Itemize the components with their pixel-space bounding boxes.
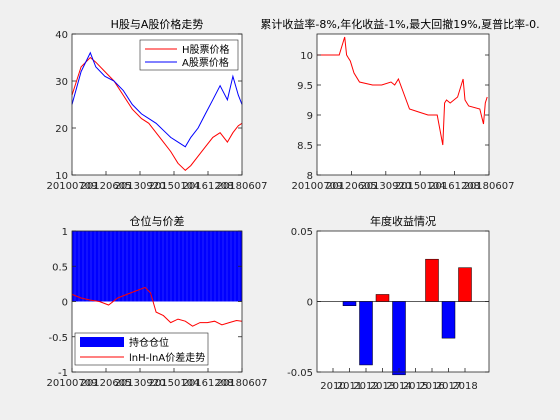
legend-label: A股票价格 (182, 56, 229, 69)
x-tick-label: 20120605 (81, 378, 132, 389)
y-tick-label: 0.05 (291, 227, 313, 238)
x-tick-label: 20100709 (292, 181, 343, 192)
chart-title: 累计收益率-8%,年化收益-1%,最大回撤19%,夏普比率-0. (260, 17, 539, 31)
bar-2013 (375, 294, 390, 302)
legend-label: lnH-lnA价差走势 (129, 351, 205, 364)
series-h-price-line (71, 56, 243, 171)
spread-line (71, 286, 243, 327)
y-tick-label: 0.5 (52, 262, 68, 273)
y-tick-label: 0 (62, 298, 68, 309)
bar-2014 (392, 301, 406, 376)
legend-label: 持仓仓位 (129, 336, 169, 349)
x-tick-label: 20150104 (149, 378, 200, 389)
chart-title: H股与A股价格走势 (111, 17, 204, 31)
x-tick-label: 2015 (403, 381, 428, 392)
x-tick-label: 20120605 (81, 181, 132, 192)
legend-box (139, 39, 239, 71)
x-tick-label: 20150104 (395, 181, 446, 192)
x-tick-label: 20180607 (464, 181, 515, 192)
price-chart: 10 20 30 40 20100709201206052013092020150104… (47, 17, 268, 192)
x-tick-label: 20150104 (149, 181, 200, 192)
y-tick-label: -0.5 (48, 333, 68, 344)
x-tick-label: 20161208 (183, 181, 234, 192)
chart-title: 仓位与价差 (130, 214, 185, 228)
x-tick-label: 2010 (320, 381, 345, 392)
axes-border (316, 33, 490, 176)
x-tick-label: 2014 (386, 381, 411, 392)
x-tick-label: 20100709 (47, 378, 98, 389)
x-tick-label: 2016 (419, 381, 444, 392)
bar-2012 (359, 301, 373, 366)
x-tick-label: 20180607 (217, 181, 268, 192)
legend: 持仓仓位 lnH-lnA价差走势 (74, 332, 209, 366)
subplots: 1020304020100709201206052013092020150104… (47, 17, 540, 392)
x-tick-label: 2017 (436, 381, 461, 392)
x-tick-label: 2011 (337, 381, 362, 392)
bar-2011 (342, 301, 357, 306)
plot-area (317, 34, 489, 175)
x-tick-label: 2013 (370, 381, 395, 392)
y-tick-label: 40 (55, 30, 68, 41)
y-tick-label: 9.5 (297, 81, 313, 92)
bar-2016 (425, 258, 439, 302)
x-tick-label: 20130920 (115, 181, 166, 192)
bar-2017 (441, 301, 456, 339)
x-tick-label: 20120605 (326, 181, 377, 192)
y-tick-label: 0 (307, 298, 313, 309)
series-a-price-line (71, 51, 243, 148)
x-tick-label: 20130920 (115, 378, 166, 389)
x-tick-label: 2012 (353, 381, 378, 392)
chart-title: 年度收益情况 (370, 214, 436, 228)
x-tick-label: 2018 (452, 381, 477, 392)
x-tick-label: 20130920 (360, 181, 411, 192)
equity-chart: 8 8.5 9 9.5 10 201007092012060520130920201501… (260, 17, 539, 192)
bar-2018 (458, 267, 472, 302)
y-tick-label: -1 (58, 368, 68, 379)
x-tick-label: 20161208 (183, 378, 234, 389)
y-tick-label: 20 (55, 124, 68, 135)
equity-line (317, 36, 488, 146)
x-tick-label: 20180607 (217, 378, 268, 389)
y-tick-label: 10 (300, 51, 313, 62)
position-area (72, 231, 242, 302)
axes-border (71, 33, 243, 176)
x-tick-label: 20100709 (47, 181, 98, 192)
position-chart: -1 -0.5 0 0.5 1 20100709201206052013092020150… (47, 214, 268, 389)
y-tick-label: 8.5 (297, 141, 313, 152)
y-tick-label: 8 (307, 171, 313, 182)
y-tick-label: -0.05 (287, 368, 313, 379)
y-tick-label: 10 (55, 171, 68, 182)
legend-swatch (80, 337, 124, 347)
y-tick-label: 9 (307, 111, 313, 122)
y-tick-label: 1 (62, 227, 68, 238)
y-tick-label: 30 (55, 77, 68, 88)
legend-label: H股票价格 (182, 43, 230, 56)
x-tick-label: 20161208 (429, 181, 480, 192)
